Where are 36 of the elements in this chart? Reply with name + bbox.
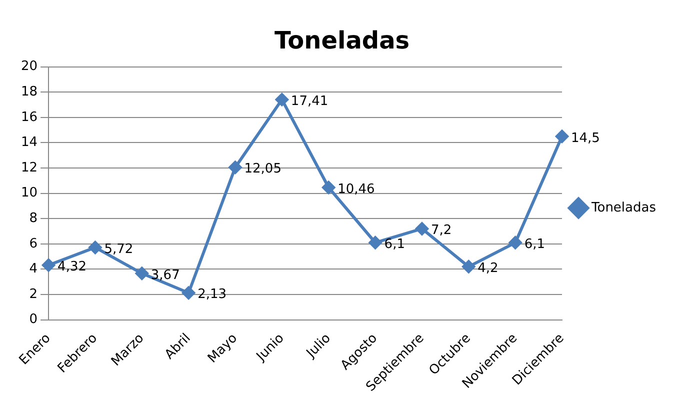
data-label: 14,5: [571, 130, 600, 146]
y-tick-label: 8: [29, 210, 38, 226]
y-tick-label: 6: [29, 236, 38, 252]
data-label: 10,46: [338, 182, 375, 197]
y-tick-label: 2: [29, 286, 38, 302]
point: [556, 130, 569, 143]
data-label: 17,41: [290, 94, 328, 109]
point: [88, 240, 102, 254]
y-tick-label: 14: [20, 135, 38, 150]
y-tick-label: 0: [29, 312, 38, 328]
y-tick-label: 16: [20, 110, 38, 125]
data-label: 7,2: [430, 223, 452, 238]
data-label: 12,05: [244, 162, 282, 177]
point: [275, 93, 288, 106]
data-label: 4,32: [58, 260, 86, 275]
point: [415, 222, 428, 236]
point: [135, 266, 148, 280]
point: [508, 236, 522, 250]
y-tick-label: 4: [29, 262, 38, 277]
data-label: 2,13: [198, 287, 227, 302]
data-label: 5,72: [104, 242, 134, 257]
data-label: 6,1: [524, 237, 546, 252]
legend-label: Toneladas: [590, 200, 656, 216]
point: [228, 160, 242, 174]
y-tick-label: 20: [20, 59, 38, 74]
point: [462, 260, 476, 274]
point: [322, 180, 336, 194]
point: [368, 236, 382, 250]
y-tick-label: 12: [20, 160, 38, 176]
data-label: 3,67: [150, 268, 180, 283]
chart-title: Toneladas: [274, 26, 410, 55]
data-label: 4,2: [478, 261, 498, 276]
data-label: 6,1: [384, 237, 405, 252]
y-tick-label: 18: [20, 84, 38, 100]
point: [182, 286, 196, 300]
y-tick-label: 10: [20, 186, 38, 201]
